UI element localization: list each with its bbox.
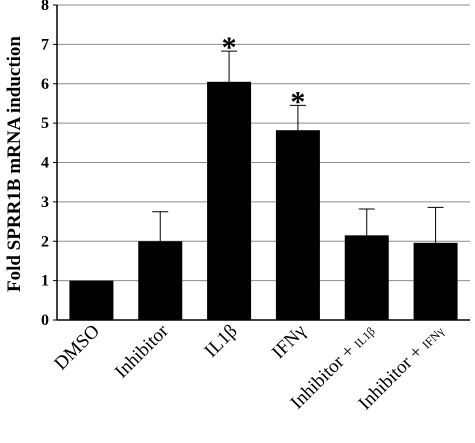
- x-category-label-main: IL1β: [201, 321, 242, 362]
- significance-marker: *: [290, 85, 305, 118]
- gridlines: [57, 4, 470, 282]
- axes: [53, 4, 470, 321]
- y-tick-label: 3: [41, 194, 49, 211]
- bar: [413, 242, 458, 320]
- y-tick-label: 1: [41, 273, 49, 290]
- y-tick-label: 4: [41, 155, 49, 172]
- x-category-label-main: IFNγ: [268, 321, 310, 363]
- y-tick-label: 5: [41, 115, 49, 132]
- x-category-label: Inhibitor: [111, 320, 173, 382]
- x-category-label-main: Inhibitor: [111, 320, 173, 382]
- x-category-label: DMSO: [50, 321, 104, 375]
- bar: [344, 235, 389, 320]
- y-tick-labels: 0 1 2 3 4 5 6 7 8: [41, 0, 49, 329]
- x-category-label: IFNγ: [268, 321, 310, 363]
- x-category-label-main: DMSO: [50, 321, 104, 375]
- x-category-label-main: Inhibitor +: [287, 337, 363, 413]
- bar: [138, 241, 183, 320]
- y-tick-label: 6: [41, 76, 49, 93]
- y-tick-label: 8: [41, 0, 49, 14]
- error-bars: [152, 50, 444, 243]
- bars: [69, 81, 458, 320]
- y-axis-label: Fold SPRR1B mRNA induction: [4, 36, 25, 292]
- significance-marker: *: [222, 31, 237, 64]
- y-tick-label: 7: [41, 36, 49, 53]
- bar: [275, 130, 320, 320]
- bar: [207, 81, 252, 320]
- significance-markers: **: [222, 31, 306, 118]
- x-category-label: IL1β: [201, 321, 242, 362]
- y-tick-label: 2: [41, 233, 49, 250]
- y-tick-label: 0: [41, 312, 49, 329]
- bar: [69, 280, 114, 320]
- x-category-label-main: Inhibitor +: [355, 338, 431, 414]
